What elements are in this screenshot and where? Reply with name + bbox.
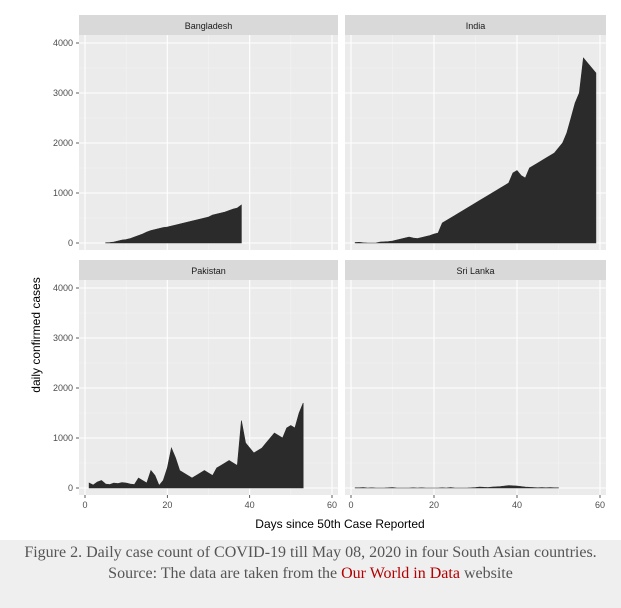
facet-title: India bbox=[466, 21, 486, 31]
x-tick-label: 0 bbox=[82, 500, 87, 510]
y-axis-label: daily confirmed cases bbox=[29, 277, 43, 392]
facet-title: Bangladesh bbox=[185, 21, 233, 31]
y-tick-label: 0 bbox=[68, 483, 73, 493]
y-tick-label: 2000 bbox=[53, 138, 73, 148]
figure-caption: Figure 2. Daily case count of COVID-19 t… bbox=[20, 542, 601, 584]
area-series-bangladesh bbox=[105, 204, 242, 244]
source-link[interactable]: Our World in Data bbox=[341, 565, 460, 582]
area-series-sri-lanka bbox=[354, 485, 559, 489]
area-series-india bbox=[354, 57, 597, 244]
y-tick-label: 1000 bbox=[53, 433, 73, 443]
facet-title: Sri Lanka bbox=[456, 266, 494, 276]
y-tick-label: 2000 bbox=[53, 383, 73, 393]
x-tick-label: 60 bbox=[327, 500, 337, 510]
y-tick-label: 0 bbox=[68, 238, 73, 248]
facet-title: Pakistan bbox=[191, 266, 226, 276]
x-tick-label: 0 bbox=[348, 500, 353, 510]
facet-strip bbox=[79, 15, 338, 35]
x-tick-label: 40 bbox=[245, 500, 255, 510]
y-tick-label: 4000 bbox=[53, 283, 73, 293]
faceted-area-chart: Bangladesh01000200030004000IndiaPakistan… bbox=[29, 15, 606, 531]
y-tick-label: 1000 bbox=[53, 188, 73, 198]
y-tick-label: 4000 bbox=[53, 38, 73, 48]
x-axis-label: Days since 50th Case Reported bbox=[255, 517, 424, 531]
y-tick-label: 3000 bbox=[53, 333, 73, 343]
facet-strip bbox=[345, 15, 606, 35]
area-series-pakistan bbox=[88, 402, 304, 489]
x-tick-label: 40 bbox=[512, 500, 522, 510]
x-tick-label: 60 bbox=[595, 500, 605, 510]
x-tick-label: 20 bbox=[429, 500, 439, 510]
y-tick-label: 3000 bbox=[53, 88, 73, 98]
facet-strip bbox=[345, 260, 606, 280]
caption-text: Figure 2. Daily case count of COVID-19 t… bbox=[24, 544, 597, 582]
chart-area: Bangladesh 0 1000 2000 3000 4000 India Pakistan… bbox=[0, 0, 621, 540]
caption-suffix: website bbox=[463, 565, 513, 582]
x-tick-label: 20 bbox=[162, 500, 172, 510]
facet-strip bbox=[79, 260, 338, 280]
